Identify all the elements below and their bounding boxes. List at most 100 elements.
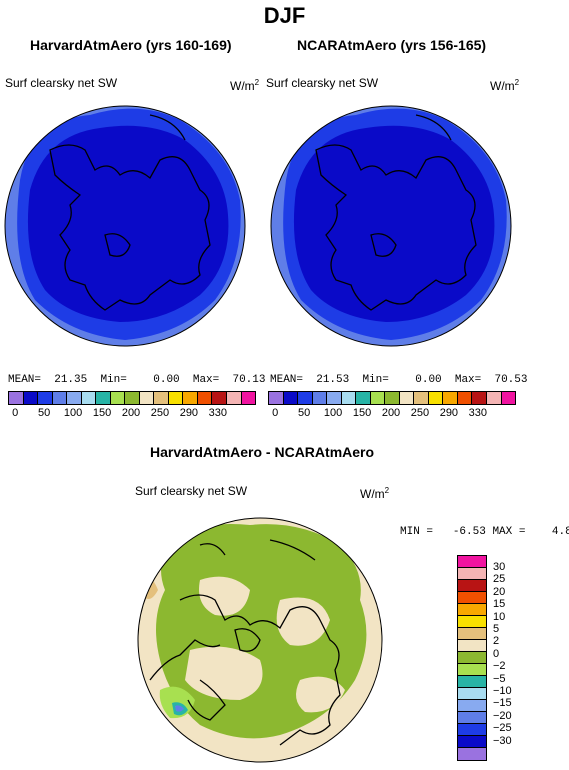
diff-map-tan-patch-3 (185, 646, 263, 700)
diff-units-label: W/m2 (360, 486, 390, 501)
colorbar-tick-label: 15 (493, 598, 506, 611)
colorbar-swatch (38, 392, 53, 404)
colorbar-swatch (472, 392, 487, 404)
colorbar-left (8, 391, 256, 405)
colorbar-right-labels: 0 50 100 150 200 250 290 330 (268, 407, 514, 421)
colorbar-tick-label: 25 (493, 573, 506, 586)
colorbar-tick-label: −20 (493, 709, 512, 722)
colorbar-tick-label: 150 (92, 407, 112, 419)
colorbar-tick-label: 0 (493, 647, 500, 660)
colorbar-swatch (9, 392, 24, 404)
colorbar-swatch (458, 556, 486, 568)
colorbar-tick-label: −25 (493, 722, 512, 735)
colorbar-tick-label: −2 (493, 660, 506, 673)
colorbar-swatch (428, 392, 444, 404)
variable-label-right: Surf clearsky net SW (266, 76, 379, 90)
colorbar-swatch (501, 392, 516, 404)
colorbar-tick-label: 100 (323, 407, 343, 419)
colorbar-tick-label: −15 (493, 697, 512, 710)
colorbar-swatch (458, 748, 486, 760)
colorbar-tick-label: 290 (439, 407, 459, 419)
variable-label-left: Surf clearsky net SW (5, 76, 118, 90)
colorbar-swatch (341, 392, 357, 404)
colorbar-swatch (458, 676, 486, 688)
colorbar-swatch (458, 700, 486, 712)
diff-map-tan-patch-1 (199, 576, 250, 616)
diff-variable-label: Surf clearsky net SW (135, 484, 248, 498)
colorbar-swatch (486, 392, 502, 404)
map-right-core-region (293, 125, 495, 322)
colorbar-tick-label: 0 (272, 407, 279, 419)
map-right-coastline (315, 114, 477, 311)
colorbar-swatch (458, 616, 486, 628)
colorbar-swatch (443, 392, 458, 404)
colorbar-tick-label: 290 (179, 407, 199, 419)
colorbar-swatch (154, 392, 169, 404)
colorbar-tick-label: 2 (493, 635, 500, 648)
colorbar-swatch (212, 392, 227, 404)
colorbar-tick-label: 0 (12, 407, 19, 419)
colorbar-tick-label: 250 (410, 407, 430, 419)
colorbar-tick-label: 330 (468, 407, 487, 419)
colorbar-swatch (458, 736, 486, 748)
colorbar-swatch (458, 664, 486, 676)
colorbar-tick-label: 30 (493, 561, 506, 573)
colorbar-difference (457, 555, 487, 761)
diff-panel-title: HarvardAtmAero - NCARAtmAero (150, 444, 375, 460)
colorbar-swatch (23, 392, 39, 404)
colorbar-swatch (458, 640, 486, 652)
colorbar-swatch (458, 688, 486, 700)
colorbar-swatch (458, 568, 486, 580)
colorbar-left-labels: 0 50 100 150 200 250 290 330 (8, 407, 254, 421)
colorbar-swatch (414, 392, 429, 404)
colorbar-swatch (385, 392, 400, 404)
colorbar-tick-label: 5 (493, 623, 500, 635)
colorbar-swatch (96, 392, 111, 404)
units-label-left: W/m2 (230, 78, 260, 93)
colorbar-right (268, 391, 516, 405)
colorbar-swatch (197, 392, 213, 404)
colorbar-swatch (458, 592, 486, 604)
colorbar-swatch (298, 392, 313, 404)
page-title: DJF (263, 3, 306, 28)
colorbar-swatch (312, 392, 328, 404)
map-left-coastline (49, 114, 211, 311)
colorbar-tick-label: 200 (381, 407, 401, 419)
colorbar-swatch (81, 392, 97, 404)
colorbar-swatch (241, 392, 256, 404)
colorbar-swatch (168, 392, 184, 404)
colorbar-tick-label: 100 (63, 407, 83, 419)
units-label-right: W/m2 (490, 78, 520, 93)
colorbar-tick-label: 200 (121, 407, 141, 419)
colorbar-tick-label: 330 (208, 407, 227, 419)
colorbar-difference-labels: 30 25 20 15 10 5 2 0 −2 −5 −10 −15 −20 −25 −30 (493, 555, 533, 765)
colorbar-swatch (283, 392, 299, 404)
colorbar-swatch (370, 392, 386, 404)
colorbar-tick-label: 250 (150, 407, 170, 419)
stats-right: MEAN= 21.53 Min= 0.00 Max= 70.53 (270, 374, 528, 386)
colorbar-swatch (183, 392, 198, 404)
colorbar-swatch (67, 392, 82, 404)
colorbar-swatch (356, 392, 371, 404)
colorbar-swatch (458, 652, 486, 664)
map-left-core-region (27, 125, 229, 322)
panel-title-right: NCARAtmAero (yrs 156-165) (297, 37, 487, 53)
colorbar-swatch (226, 392, 242, 404)
colorbar-swatch (458, 628, 486, 640)
colorbar-tick-label: 50 (298, 407, 311, 419)
colorbar-tick-label: −5 (493, 672, 506, 685)
colorbar-tick-label: 10 (493, 610, 506, 623)
colorbar-swatch (125, 392, 140, 404)
diff-map-coastline (149, 539, 341, 746)
colorbar-swatch (139, 392, 155, 404)
diff-stats: MIN = -6.53 MAX = 4.87 (400, 526, 569, 538)
panel-title-left: HarvardAtmAero (yrs 160-169) (30, 37, 232, 53)
colorbar-swatch (458, 724, 486, 736)
colorbar-swatch (110, 392, 126, 404)
colorbar-swatch (399, 392, 415, 404)
colorbar-swatch (458, 580, 486, 592)
colorbar-tick-label: −10 (493, 685, 512, 697)
